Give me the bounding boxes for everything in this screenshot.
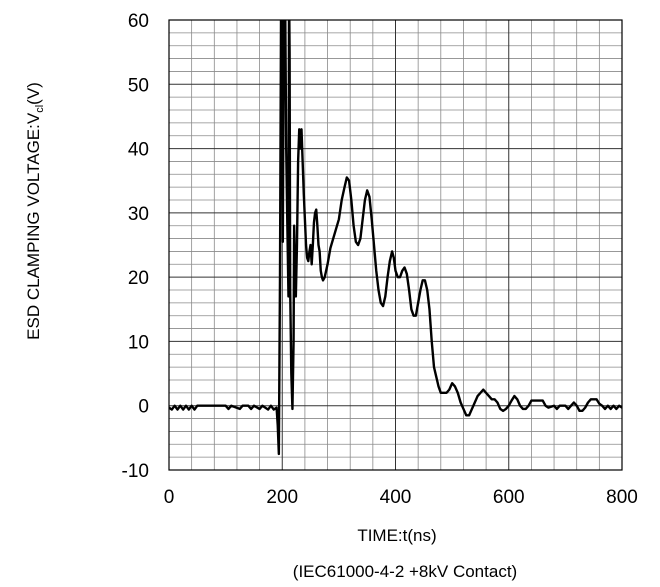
x-tick-label: 600: [493, 487, 525, 508]
x-tick-label: 0: [164, 487, 175, 508]
test-condition-note: (IEC61000-4-2 +8kV Contact): [293, 562, 517, 581]
x-axis-label: TIME:t(ns): [357, 526, 436, 545]
y-tick-labels: -10 0 10 20 30 40 50 60: [122, 11, 149, 482]
plot-frame: [168, 19, 623, 471]
y-tick-label: 0: [138, 397, 149, 418]
y-tick-label: 10: [128, 332, 149, 353]
major-grid: [169, 20, 622, 470]
y-axis-label: ESD CLAMPING VOLTAGE:Vcl(V): [24, 82, 46, 340]
y-tick-label: 30: [128, 204, 149, 225]
y-tick-label: 20: [128, 268, 149, 289]
y-tick-label: 50: [128, 75, 149, 96]
y-tick-label: 40: [128, 140, 149, 161]
y-tick-label: 60: [128, 11, 149, 32]
x-tick-label: 400: [380, 487, 412, 508]
y-axis-label-suffix: (V): [24, 82, 43, 105]
x-tick-label: 800: [606, 487, 638, 508]
y-axis-label-subscript: cl: [34, 105, 46, 113]
y-axis-label-main: ESD CLAMPING VOLTAGE:V: [24, 112, 43, 340]
x-tick-labels: 0 200 400 600 800: [164, 487, 638, 508]
y-tick-label: -10: [122, 461, 149, 482]
series-layer: [169, 20, 622, 456]
x-tick-label: 200: [266, 487, 298, 508]
series-line-0: [169, 20, 622, 456]
